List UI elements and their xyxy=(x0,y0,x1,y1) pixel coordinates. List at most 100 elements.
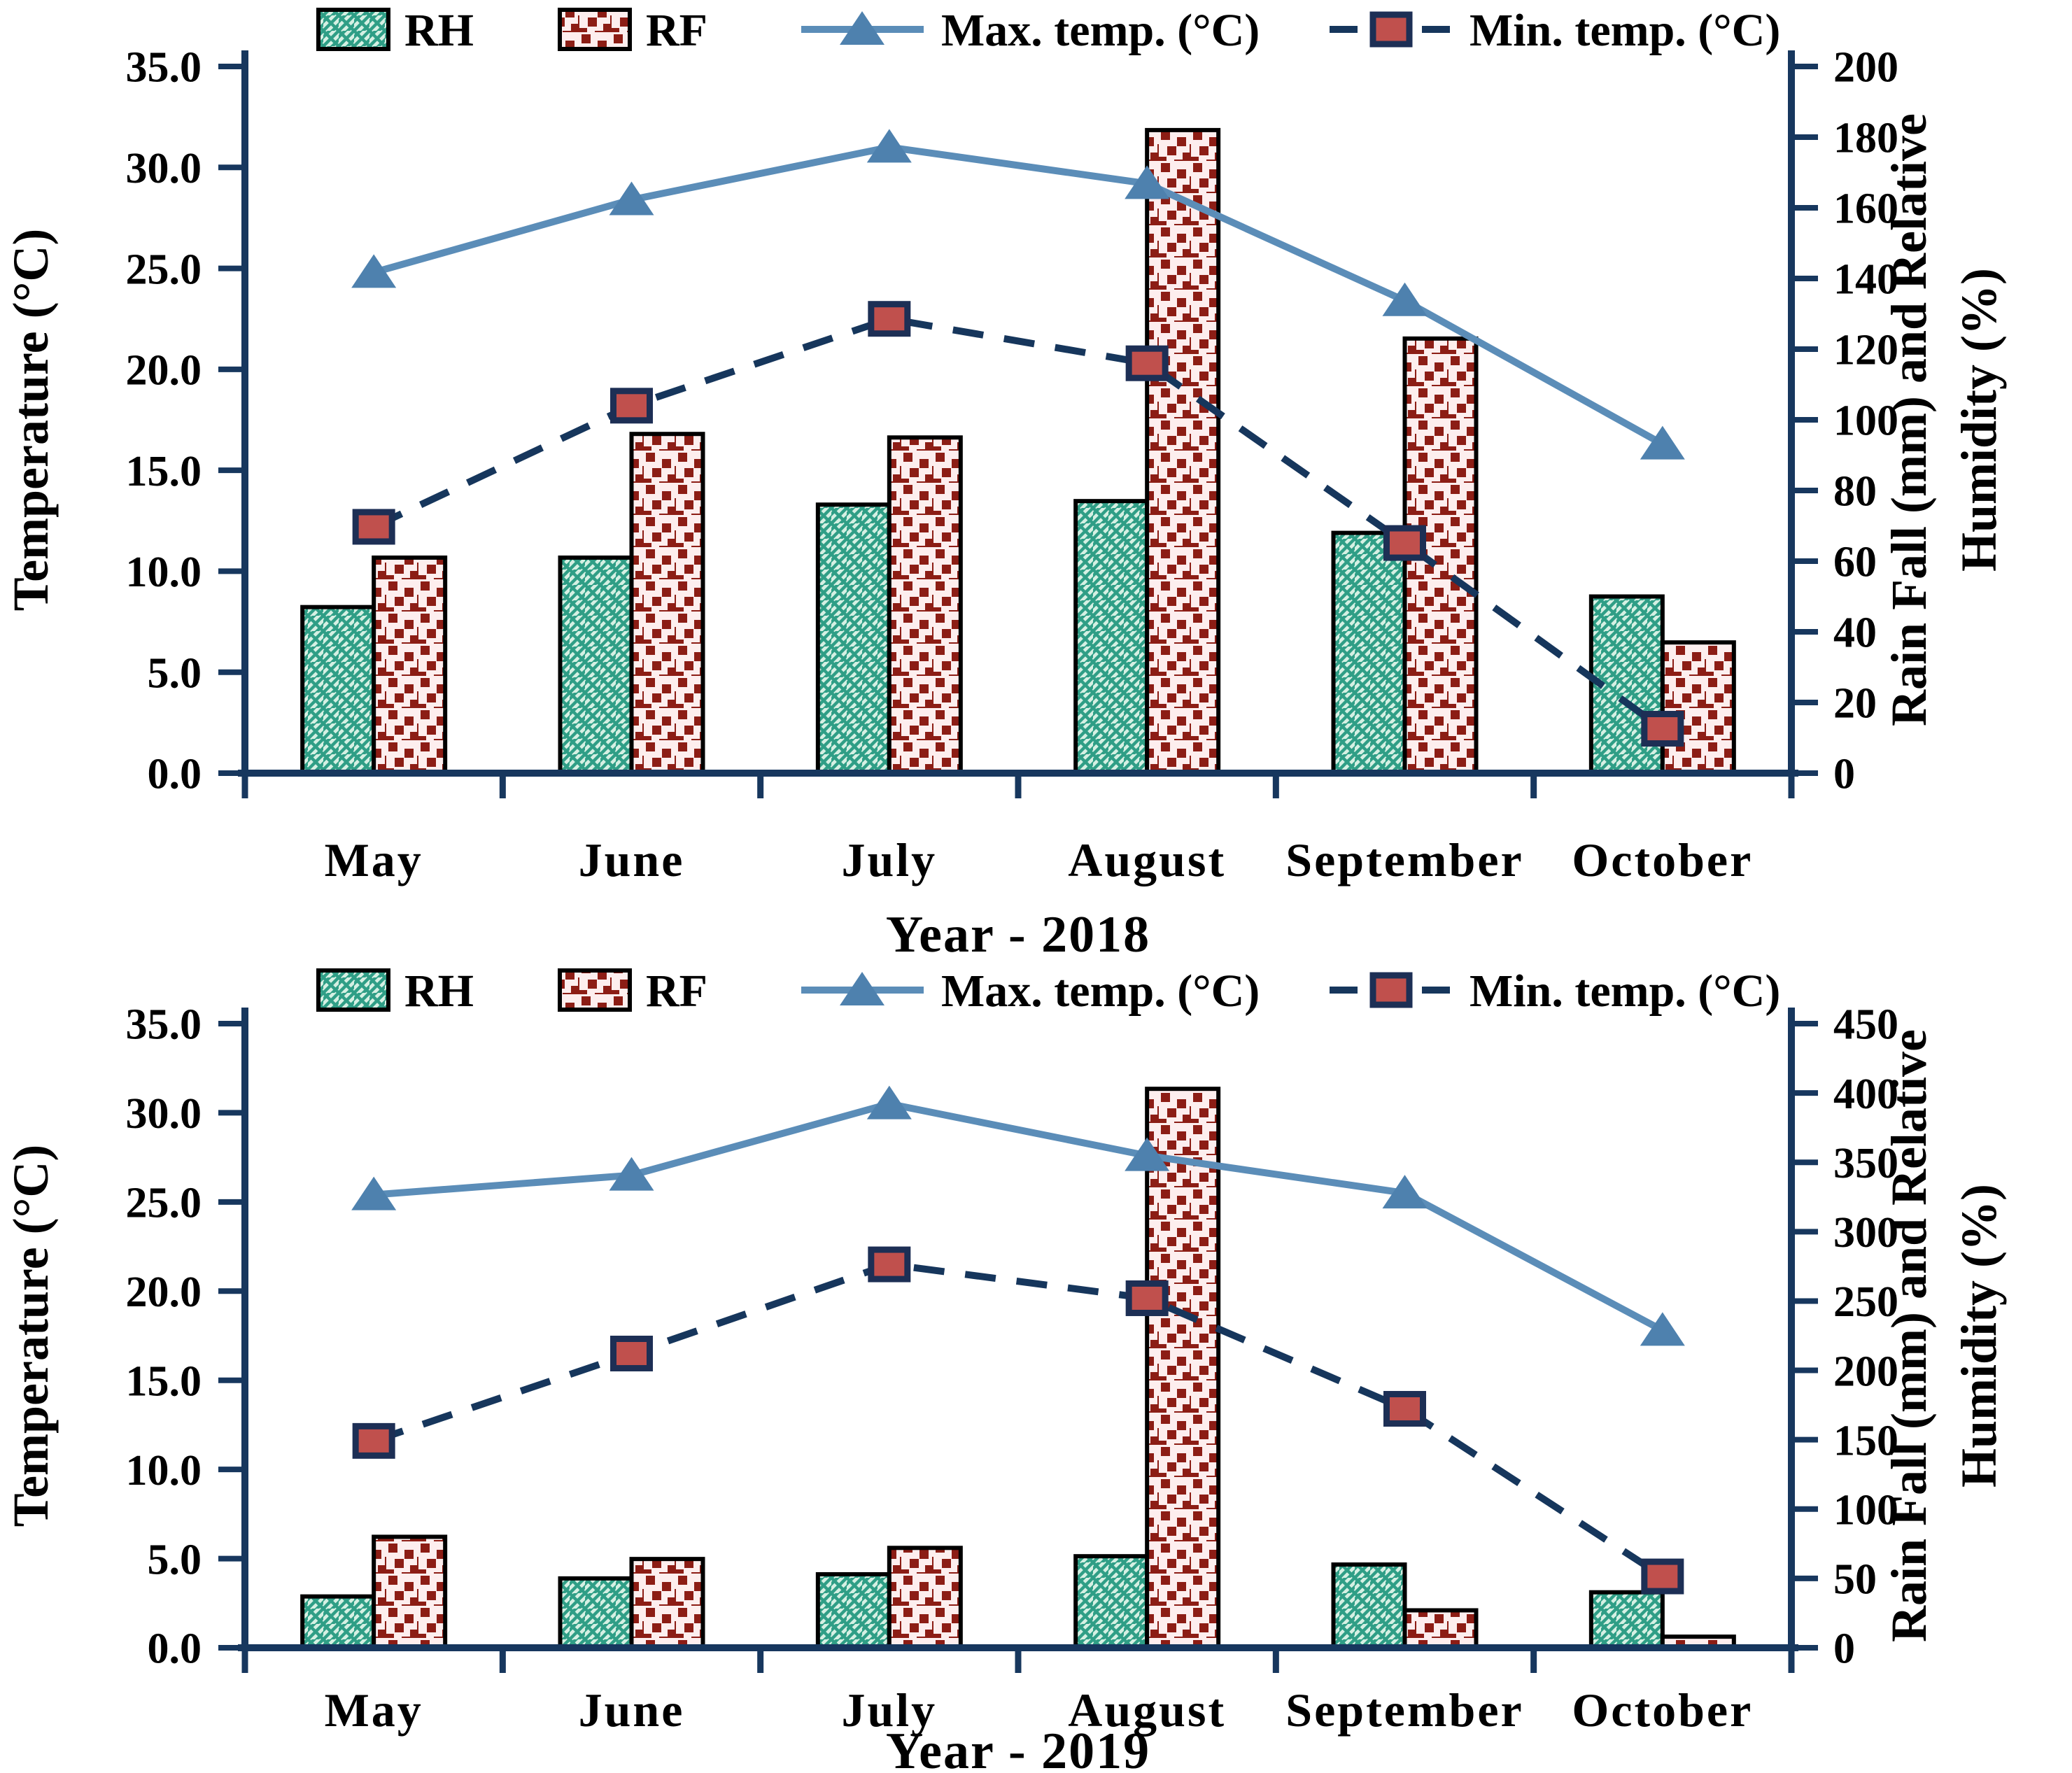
left-axis-tick-label: 25.0 xyxy=(126,246,202,293)
month-label: July xyxy=(841,1683,937,1737)
left-axis-tick-label: 35.0 xyxy=(126,44,202,92)
legend-rf-swatch xyxy=(558,8,632,51)
min-temp-marker xyxy=(1641,711,1684,747)
max-temp-marker xyxy=(1640,1312,1685,1346)
rh-bar xyxy=(558,1576,634,1651)
right-axis-tick-label: 120 xyxy=(1833,327,1898,374)
month-label: October xyxy=(1572,1683,1753,1737)
rf-bar xyxy=(1145,127,1221,775)
left-axis-tick-label: 10.0 xyxy=(126,549,202,596)
month-label: September xyxy=(1285,1683,1523,1737)
right-axis-tick-label: 150 xyxy=(1833,1417,1898,1464)
chart-caption: Year - 2018 xyxy=(886,906,1150,959)
month-label: July xyxy=(841,833,937,886)
min-temp-marker xyxy=(1125,1280,1169,1316)
max-temp-marker xyxy=(351,1176,397,1210)
right-axis-tick-label: 20 xyxy=(1833,680,1877,728)
chart-background xyxy=(0,0,2072,959)
max-temp-marker xyxy=(609,1157,654,1191)
chart-caption: Year - 2019 xyxy=(886,1723,1150,1773)
right-axis-tick-label: 180 xyxy=(1833,115,1898,162)
left-axis-tick-label: 0.0 xyxy=(148,751,202,798)
left-axis-tick-label: 15.0 xyxy=(126,448,202,495)
legend-rf-swatch xyxy=(558,968,632,1012)
max-temp-marker xyxy=(1125,1137,1170,1171)
right-axis-tick-label: 100 xyxy=(1833,1486,1898,1534)
right-axis-tick-label: 200 xyxy=(1833,1348,1898,1395)
max-temp-marker xyxy=(866,1085,912,1119)
month-label: May xyxy=(325,1683,423,1737)
right-axis-tick-label: 300 xyxy=(1833,1209,1898,1257)
max-temp-line xyxy=(372,143,1665,447)
min-temp-line xyxy=(372,315,1665,732)
left-axis-tick-label: 15.0 xyxy=(126,1357,202,1405)
min-temp-marker xyxy=(610,388,653,424)
month-label: May xyxy=(325,833,423,886)
max-temp-marker xyxy=(1382,1175,1428,1209)
max-temp-marker xyxy=(1125,165,1170,199)
min-temp-marker xyxy=(352,1422,395,1459)
right-axis-tick-label: 0 xyxy=(1833,751,1855,798)
left-axis-tick-label: 5.0 xyxy=(148,1536,202,1583)
right-axis-tick-label: 160 xyxy=(1833,185,1898,233)
rf-bar xyxy=(1145,1087,1221,1651)
left-axis-tick-label: 0.0 xyxy=(148,1625,202,1673)
month-label: August xyxy=(1068,833,1226,886)
legend-min-marker xyxy=(1369,972,1413,1008)
month-label: June xyxy=(579,833,685,886)
legend-max-label: Max. temp. (°C) xyxy=(941,5,1260,56)
rh-bar xyxy=(1588,1590,1665,1651)
min-temp-marker xyxy=(1641,1558,1684,1595)
right-axis-title-line1: Rain Fall (mm) and Relative xyxy=(1881,113,1937,726)
left-axis-tick-label: 25.0 xyxy=(126,1180,202,1227)
rh-bar xyxy=(300,1594,376,1650)
legend-max-marker xyxy=(840,11,885,45)
max-temp-marker xyxy=(609,181,654,216)
legend-rh-swatch xyxy=(316,8,390,51)
chart-2018: 0.0 5.0 10.0 15.0 20.0 25.0 30.0 35.0 0 20 40 60 80 1… xyxy=(0,0,2072,963)
legend-rh-label: RH xyxy=(404,5,474,56)
right-axis-title-line2: Humidity (%) xyxy=(1951,1184,2007,1488)
max-temp-line xyxy=(373,1100,1665,1334)
rf-bar xyxy=(1660,640,1736,776)
rh-bar xyxy=(1331,1562,1407,1650)
legend-min-marker xyxy=(1369,11,1413,48)
min-temp-marker xyxy=(1125,345,1169,381)
legend-min-label: Min. temp. (°C) xyxy=(1470,966,1780,1017)
rh-bar xyxy=(815,502,891,775)
rh-bar xyxy=(1073,1554,1150,1650)
right-axis-tick-label: 200 xyxy=(1833,44,1898,92)
min-temp-marker xyxy=(352,509,395,545)
left-axis-title: Temperature (°C) xyxy=(3,229,59,612)
rf-bar xyxy=(887,1546,963,1651)
rf-bar xyxy=(372,1534,448,1651)
max-temp-marker xyxy=(1640,425,1685,460)
right-axis-tick-label: 450 xyxy=(1833,1001,1898,1049)
left-axis-tick-label: 20.0 xyxy=(126,1269,202,1316)
rf-bar xyxy=(887,435,963,775)
legend-rf-label: RF xyxy=(646,5,707,56)
month-label: June xyxy=(579,1683,685,1737)
right-axis-tick-label: 40 xyxy=(1833,609,1877,657)
right-axis-tick-label: 50 xyxy=(1833,1556,1877,1604)
month-label: August xyxy=(1068,1683,1226,1737)
month-label: September xyxy=(1285,833,1523,886)
right-axis-title-line1: Rain Fall (mm) and Relative xyxy=(1881,1029,1937,1642)
legend-rh-swatch xyxy=(316,968,390,1012)
max-temp-marker xyxy=(1382,282,1428,316)
rf-bar xyxy=(372,555,448,775)
left-axis-tick-label: 20.0 xyxy=(126,347,202,395)
legend-min-label: Min. temp. (°C) xyxy=(1470,5,1780,56)
rf-bar xyxy=(629,432,705,775)
rh-bar xyxy=(300,605,376,776)
min-temp-marker xyxy=(1383,525,1426,561)
min-temp-line xyxy=(372,1260,1665,1580)
chart-2019: 0.0 5.0 10.0 15.0 20.0 25.0 30.0 35.0 0 50 100 150 2… xyxy=(0,962,2072,1773)
rf-bar xyxy=(629,1557,705,1650)
legend-rh-label: RH xyxy=(404,966,474,1017)
left-axis-tick-label: 35.0 xyxy=(126,1001,202,1049)
min-temp-marker xyxy=(868,1246,911,1283)
right-axis-title-line2: Humidity (%) xyxy=(1951,268,2007,572)
right-axis-tick-label: 350 xyxy=(1833,1140,1898,1187)
right-axis-tick-label: 140 xyxy=(1833,256,1898,304)
